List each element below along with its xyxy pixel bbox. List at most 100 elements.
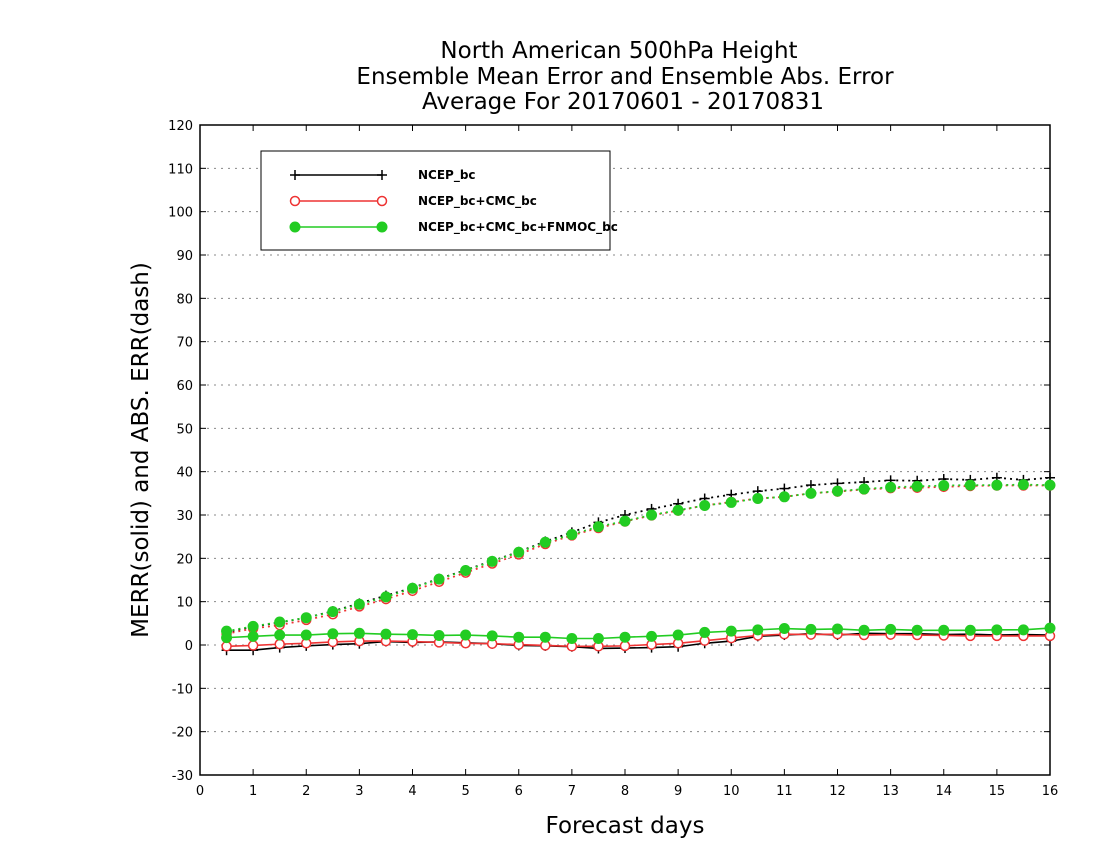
abserr-point [672, 504, 684, 516]
x-tick-labels: 0 1 2 3 4 5 6 7 8 9 10 11 12 13 14 15 16 [196, 784, 1058, 799]
x-tick-label: 5 [461, 784, 469, 799]
merr-point [300, 629, 312, 641]
legend-marker [376, 221, 388, 233]
y-tick-label: 30 [176, 509, 193, 524]
y-tick-labels: -30 -20 -10 0 10 20 30 40 50 60 70 80 90 100 110 120 [168, 119, 193, 784]
merr-point [380, 628, 392, 640]
x-tick-label: 16 [1042, 784, 1059, 799]
abserr-point [1044, 479, 1056, 491]
y-tick-label: 20 [176, 552, 193, 567]
x-tick-label: 10 [723, 784, 740, 799]
abserr-point [725, 496, 737, 508]
merr-point [274, 638, 285, 650]
x-tick-label: 3 [355, 784, 363, 799]
x-tick-label: 12 [829, 784, 846, 799]
abserr-point [300, 612, 312, 624]
y-tick-label: 70 [176, 336, 193, 351]
abserr-point [274, 616, 286, 628]
legend-entries: NCEP_bc NCEP_bc+CMC_bc NCEP_bc+CMC_bc+FNMO… [289, 168, 618, 235]
abserr-point [513, 546, 525, 558]
legend-label: NCEP_bc [418, 168, 476, 183]
abserr-point [486, 555, 498, 567]
merr-point [911, 624, 923, 636]
legend-entry-2: NCEP_bc+CMC_bc [289, 194, 537, 209]
y-tick-label: -30 [172, 769, 193, 784]
merr-point [274, 629, 286, 641]
legend-entry-3: NCEP_bc+CMC_bc+FNMOC_bc [289, 220, 618, 235]
legend-label: NCEP_bc+CMC_bc+FNMOC_bc [418, 220, 618, 235]
abserr-point [832, 485, 843, 497]
merr-point [938, 624, 950, 636]
x-tick-label: 15 [989, 784, 1006, 799]
merr-point [646, 630, 658, 642]
merr-point [592, 633, 604, 644]
series-layer [221, 472, 1056, 656]
abserr-point [460, 564, 472, 576]
abserr-point [778, 491, 790, 503]
y-tick-label: 100 [168, 206, 193, 221]
abserr-point [539, 536, 551, 548]
merr-point [247, 640, 259, 651]
series-3 [221, 479, 1056, 644]
abserr-point [353, 598, 365, 610]
merr-point [699, 626, 711, 638]
y-tick-label: -10 [172, 682, 193, 697]
merr-point [619, 631, 631, 643]
merr-point [407, 629, 418, 641]
abserr-point [911, 480, 923, 492]
merr-point [433, 629, 445, 641]
legend-label: NCEP_bc+CMC_bc [418, 194, 537, 209]
series-2 [221, 480, 1056, 652]
merr-point [805, 623, 817, 635]
merr-point [539, 631, 551, 643]
legend-marker [376, 195, 388, 207]
abserr-line [226, 484, 1050, 635]
merr-point [327, 628, 339, 640]
y-tick-label: 0 [185, 639, 193, 654]
abserr-point [566, 529, 578, 540]
grid [200, 167, 1050, 733]
legend-marker [289, 195, 301, 207]
y-tick-label: 80 [176, 292, 193, 307]
y-tick-label: 40 [176, 466, 193, 481]
y-tick-label: -20 [172, 726, 193, 741]
abserr-point [938, 480, 950, 492]
merr-point [858, 624, 870, 636]
x-tick-label: 4 [408, 784, 416, 799]
abserr-point [247, 620, 259, 632]
merr-point [353, 627, 365, 639]
x-tick-label: 8 [621, 784, 629, 799]
y-tick-label: 60 [176, 379, 193, 394]
x-tick-label: 6 [515, 784, 523, 799]
abserr-point [752, 493, 764, 505]
abserr-point [805, 487, 817, 499]
abserr-point [327, 606, 339, 618]
merr-point [672, 629, 684, 641]
abserr-point [592, 521, 604, 533]
merr-point [1017, 624, 1029, 636]
x-tick-label: 14 [935, 784, 952, 799]
x-tick-label: 0 [196, 784, 204, 799]
merr-point [752, 624, 764, 636]
abserr-point [964, 479, 976, 491]
legend: NCEP_bc NCEP_bc+CMC_bc NCEP_bc+CMC_bc+FNMO… [260, 150, 618, 251]
abserr-point [1017, 479, 1029, 491]
y-tick-label: 110 [168, 162, 193, 177]
abserr-point [991, 479, 1003, 491]
merr-point [964, 624, 976, 636]
y-tick-label: 90 [176, 249, 193, 264]
x-tick-label: 7 [568, 784, 576, 799]
legend-marker [377, 170, 387, 180]
merr-point [566, 633, 578, 644]
merr-point [486, 630, 498, 642]
abserr-point [699, 499, 711, 511]
legend-marker [290, 170, 300, 180]
abserr-point [885, 481, 897, 493]
axis-ticks [199, 124, 1051, 776]
title-line-1: North American 500hPa Height [440, 38, 797, 64]
merr-point [247, 630, 259, 642]
merr-point [832, 623, 843, 635]
merr-point [725, 625, 737, 637]
merr-point [1044, 622, 1056, 634]
